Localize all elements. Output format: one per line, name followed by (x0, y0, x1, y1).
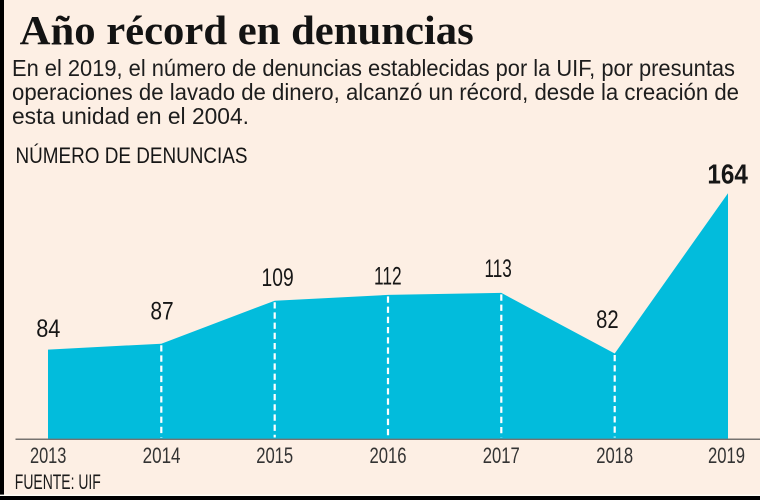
svg-text:113: 113 (484, 255, 511, 283)
svg-text:2014: 2014 (143, 443, 181, 468)
svg-text:164: 164 (707, 159, 748, 190)
svg-text:82: 82 (596, 306, 619, 334)
svg-text:Año récord en denuncias: Año récord en denuncias (20, 7, 474, 53)
svg-text:operaciones de lavado de diner: operaciones de lavado de dinero, alcanzó… (12, 79, 739, 105)
svg-text:NÚMERO DE DENUNCIAS: NÚMERO DE DENUNCIAS (16, 143, 248, 168)
svg-text:2018: 2018 (596, 443, 633, 468)
svg-text:2016: 2016 (370, 443, 407, 468)
svg-text:87: 87 (150, 298, 173, 326)
svg-text:esta unidad en el 2004.: esta unidad en el 2004. (12, 103, 249, 129)
svg-text:2017: 2017 (483, 443, 520, 468)
svg-text:En el 2019, el número de denun: En el 2019, el número de denuncias estab… (12, 55, 735, 81)
svg-text:FUENTE: UIF: FUENTE: UIF (15, 470, 101, 494)
svg-text:2015: 2015 (256, 443, 293, 468)
svg-text:2013: 2013 (30, 443, 67, 468)
svg-text:112: 112 (374, 263, 402, 291)
svg-text:109: 109 (262, 264, 294, 292)
svg-text:2019: 2019 (708, 443, 745, 468)
svg-text:84: 84 (36, 315, 60, 343)
